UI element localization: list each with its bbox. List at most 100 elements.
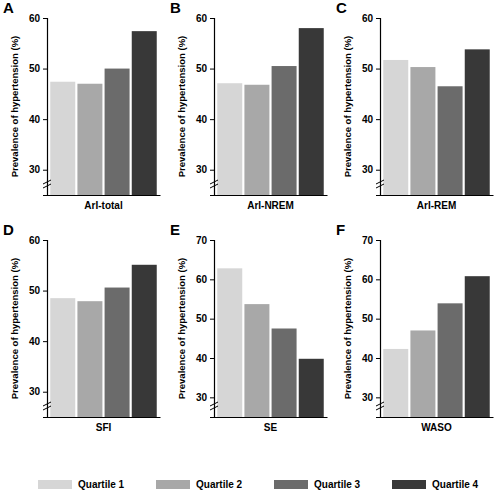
bar bbox=[299, 359, 324, 417]
bars bbox=[383, 49, 489, 195]
panel: 30405060SFIPrevalence of hypertension (%… bbox=[3, 221, 161, 433]
tick: 40 bbox=[196, 114, 214, 125]
tick-mark bbox=[43, 69, 47, 70]
bar bbox=[465, 276, 490, 417]
bars bbox=[50, 31, 156, 195]
bar bbox=[217, 268, 242, 417]
tick-mark bbox=[210, 358, 214, 359]
panel: 30405060ArI-REMPrevalence of hypertensio… bbox=[336, 0, 494, 211]
panel-label: E bbox=[170, 221, 180, 238]
tick: 40 bbox=[362, 353, 380, 364]
tick-mark bbox=[210, 18, 214, 19]
axis-break bbox=[376, 180, 384, 184]
bar bbox=[50, 82, 75, 195]
x-axis bbox=[215, 195, 328, 196]
x-axis bbox=[381, 417, 494, 418]
legend-item: Quartile 1 bbox=[38, 479, 125, 490]
axis-break bbox=[376, 406, 384, 410]
axis-line bbox=[43, 19, 48, 196]
legend: Quartile 1Quartile 2Quartile 3Quartile 4 bbox=[38, 479, 479, 490]
axis-break bbox=[210, 184, 218, 188]
bar bbox=[383, 349, 408, 417]
tick-mark bbox=[376, 119, 380, 120]
bar bbox=[438, 303, 463, 417]
x-axis bbox=[215, 417, 328, 418]
axis-line bbox=[376, 19, 381, 196]
tick-label: 50 bbox=[196, 313, 208, 324]
bar bbox=[272, 66, 297, 195]
tick-label: 50 bbox=[362, 313, 374, 324]
tick: 60 bbox=[29, 235, 47, 246]
axis-break bbox=[210, 180, 218, 184]
bar bbox=[77, 84, 102, 195]
tick-mark bbox=[210, 69, 214, 70]
panel: 30405060ArI-NREMPrevalence of hypertensi… bbox=[170, 0, 328, 211]
tick: 50 bbox=[29, 285, 47, 296]
x-axis-title: ArI-NREM bbox=[247, 200, 294, 211]
x-axis-title: ArI-REM bbox=[417, 200, 456, 211]
legend-swatch bbox=[392, 480, 426, 489]
legend-swatch bbox=[274, 480, 308, 489]
tick: 30 bbox=[196, 164, 214, 175]
x-axis bbox=[381, 195, 494, 196]
x-axis-title: SE bbox=[264, 422, 278, 433]
tick: 40 bbox=[362, 114, 380, 125]
tick-mark bbox=[43, 291, 47, 292]
bars bbox=[217, 28, 323, 195]
tick: 30 bbox=[362, 392, 380, 403]
bar bbox=[438, 86, 463, 195]
tick-label: 30 bbox=[362, 392, 374, 403]
tick-label: 30 bbox=[196, 392, 208, 403]
bar bbox=[244, 304, 269, 417]
tick-label: 30 bbox=[196, 164, 208, 175]
tick-mark bbox=[43, 341, 47, 342]
tick-mark bbox=[376, 240, 380, 241]
tick-label: 60 bbox=[196, 13, 208, 24]
tick-label: 40 bbox=[362, 114, 374, 125]
axis-break bbox=[43, 402, 51, 406]
axis-line bbox=[48, 195, 161, 196]
tick-label: 40 bbox=[29, 336, 41, 347]
bar bbox=[77, 301, 102, 417]
y-axis-title: Prevalence of hypertension (%) bbox=[9, 258, 20, 399]
tick: 40 bbox=[29, 114, 47, 125]
y-axis: 30405060 bbox=[362, 13, 381, 196]
bars bbox=[50, 265, 156, 417]
tick-mark bbox=[376, 319, 380, 320]
tick-mark bbox=[376, 279, 380, 280]
legend-item: Quartile 3 bbox=[274, 479, 361, 490]
axis-break bbox=[376, 184, 384, 188]
tick: 30 bbox=[29, 386, 47, 397]
tick-mark bbox=[376, 170, 380, 171]
bar bbox=[465, 49, 490, 195]
tick-label: 40 bbox=[196, 353, 208, 364]
tick: 50 bbox=[362, 313, 380, 324]
tick: 40 bbox=[29, 336, 47, 347]
tick-label: 40 bbox=[362, 353, 374, 364]
tick-label: 60 bbox=[29, 235, 41, 246]
y-axis: 30 40 50 60 bbox=[196, 13, 215, 196]
axis-break bbox=[376, 402, 384, 406]
legend-item: Quartile 2 bbox=[156, 479, 243, 490]
tick-mark bbox=[43, 170, 47, 171]
tick-label: 50 bbox=[29, 63, 41, 74]
tick-label: 60 bbox=[362, 13, 374, 24]
bar bbox=[132, 31, 157, 195]
tick: 50 bbox=[196, 63, 214, 74]
tick-mark bbox=[43, 392, 47, 393]
figure: 30405060ArI-totalPrevalence of hypertens… bbox=[0, 0, 500, 498]
axis-break bbox=[43, 180, 51, 184]
tick-mark bbox=[210, 119, 214, 120]
axis-break bbox=[210, 402, 218, 406]
tick: 60 bbox=[362, 274, 380, 285]
axis-line bbox=[215, 417, 328, 418]
y-axis-title: Prevalence of hypertension (%) bbox=[342, 258, 353, 399]
bar bbox=[272, 329, 297, 418]
tick: 50 bbox=[29, 63, 47, 74]
axis-line bbox=[48, 417, 161, 418]
axis-break bbox=[43, 406, 51, 410]
tick-mark bbox=[43, 119, 47, 120]
bar bbox=[299, 28, 324, 195]
tick-label: 30 bbox=[362, 164, 374, 175]
y-axis: 30 40 50 60 bbox=[29, 235, 48, 418]
